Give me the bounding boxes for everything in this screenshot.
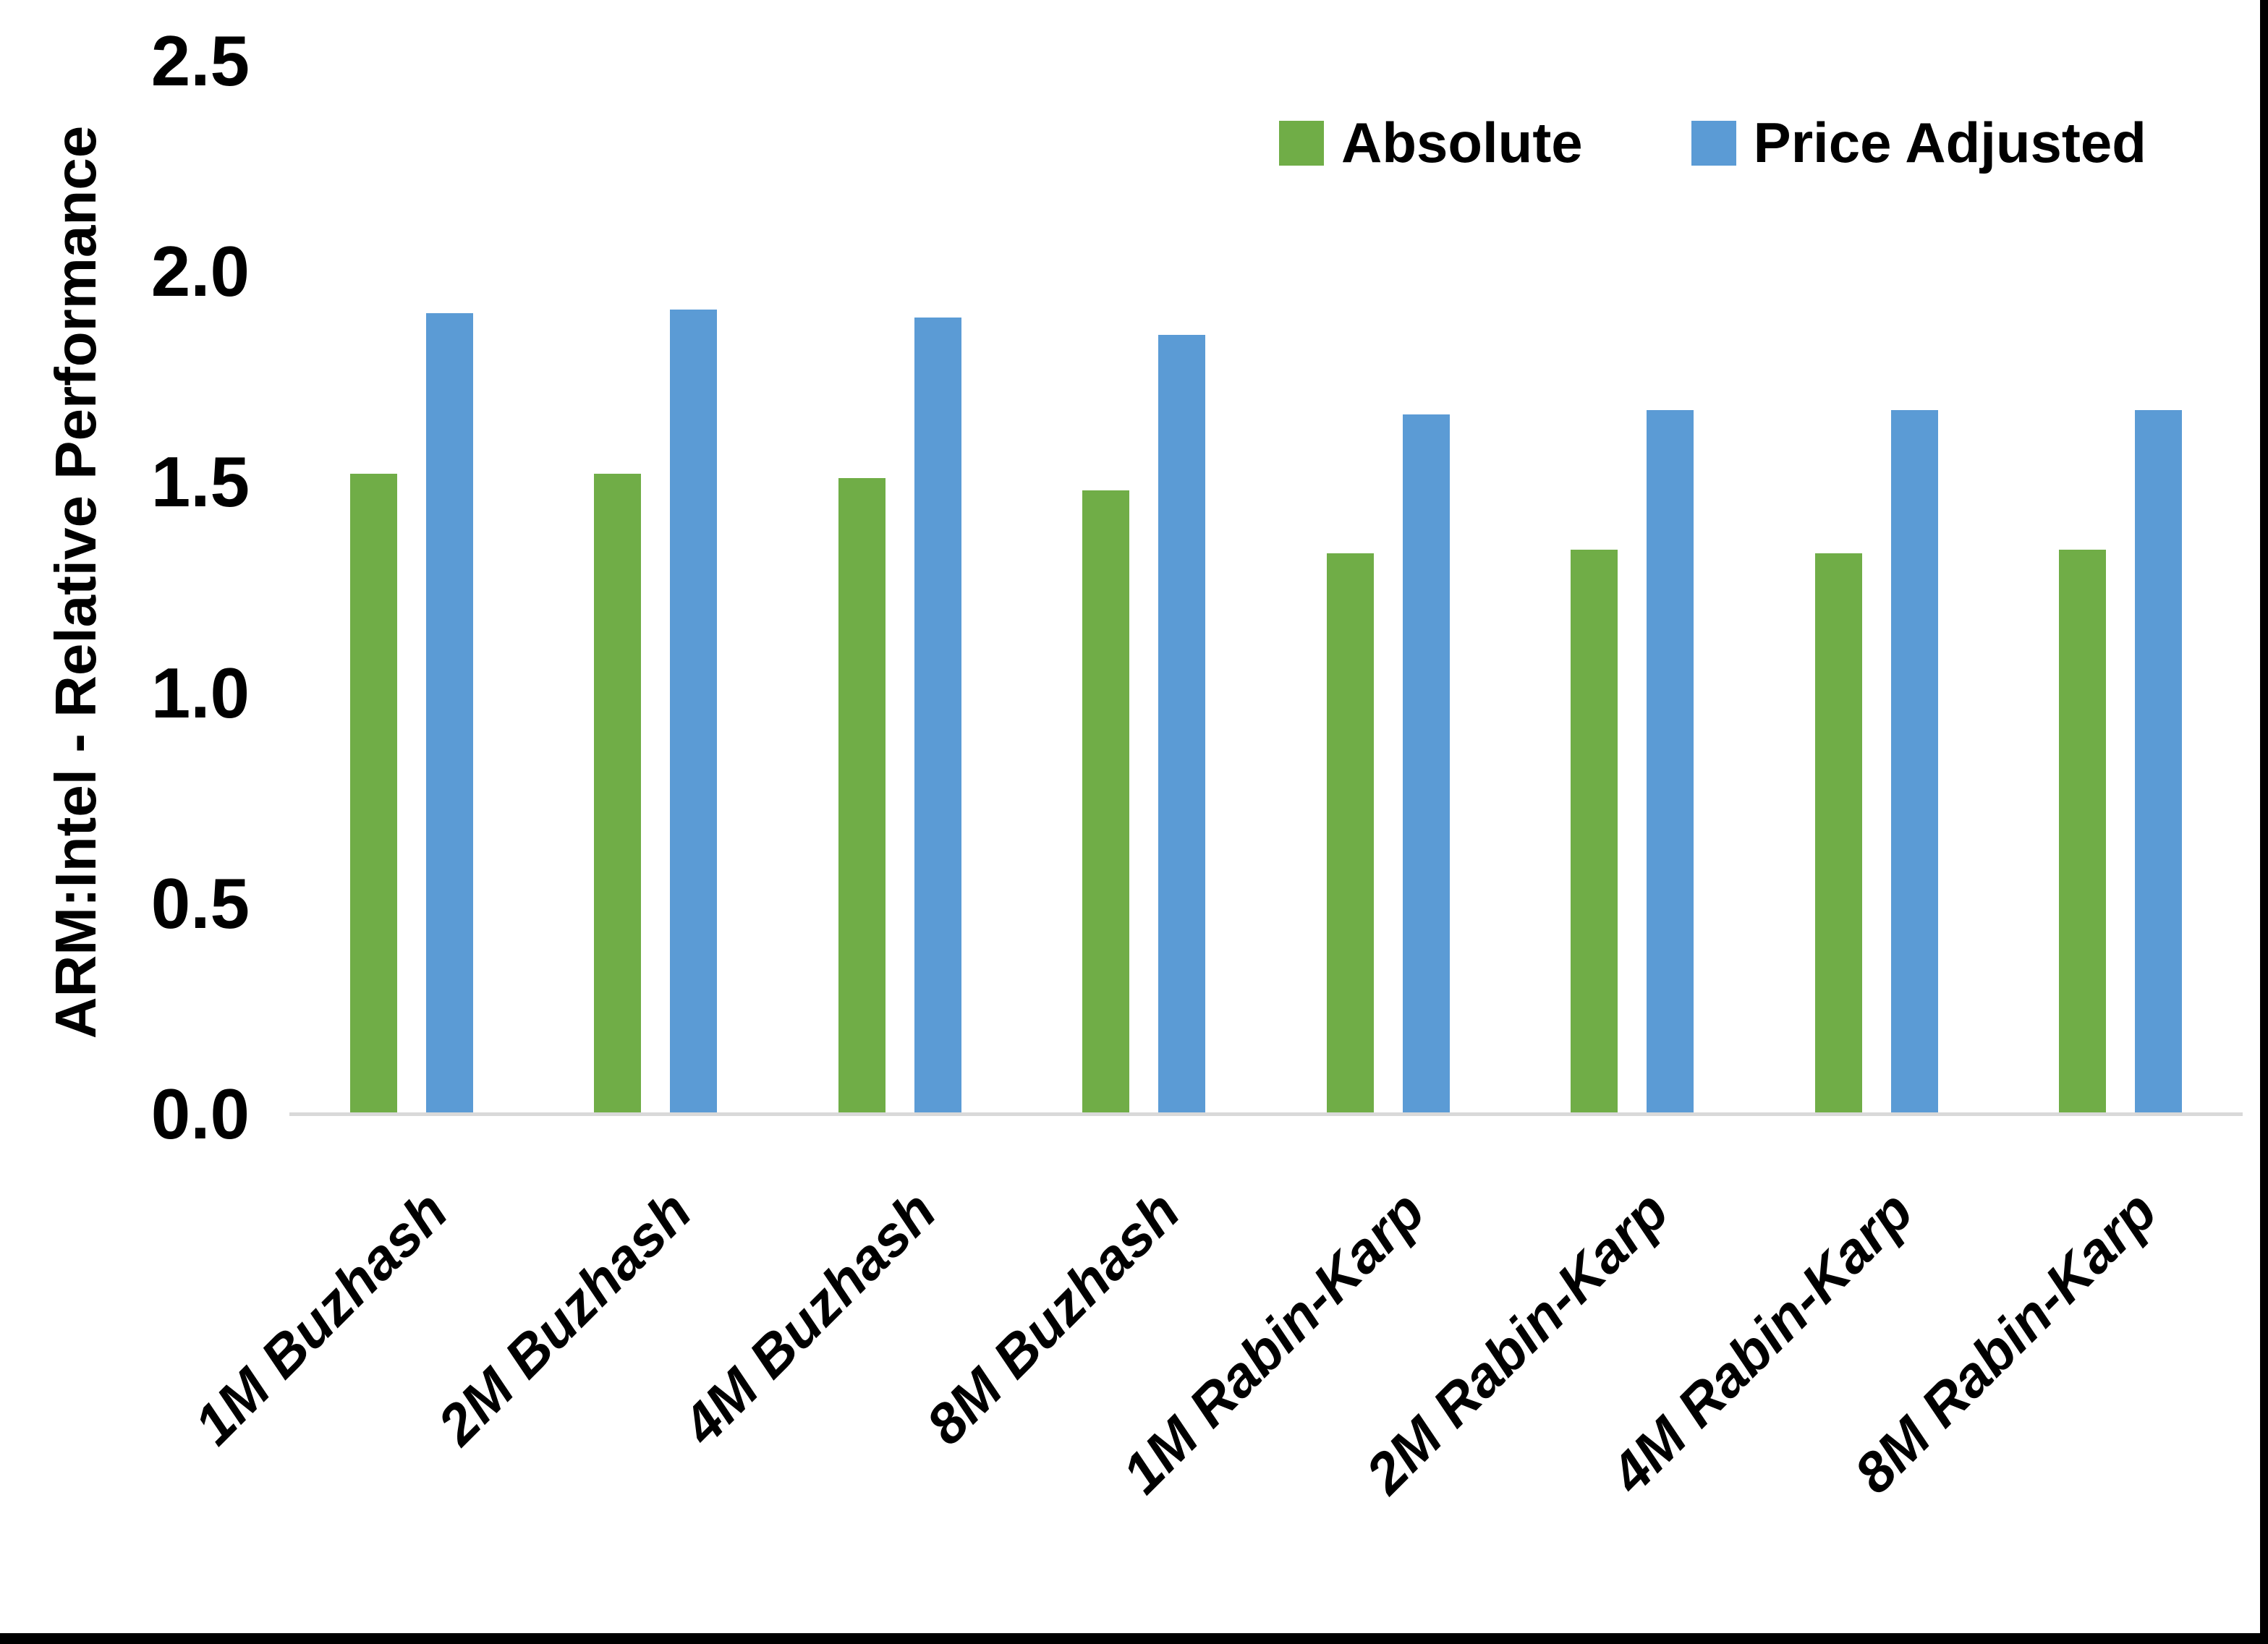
bar-price-adjusted — [2135, 410, 2182, 1114]
bar-price-adjusted — [1647, 410, 1694, 1114]
y-tick-label: 2.0 — [150, 231, 250, 312]
legend: Absolute Price Adjusted — [1279, 110, 2146, 176]
legend-item-price-adjusted: Price Adjusted — [1691, 110, 2146, 176]
y-tick-label: 1.0 — [150, 652, 250, 733]
x-axis-label: 4M Buzhash — [670, 1178, 948, 1457]
x-axis-line — [289, 1112, 2243, 1116]
legend-label: Price Adjusted — [1753, 111, 2146, 174]
bar-price-adjusted — [1158, 335, 1205, 1114]
bar-price-adjusted — [1891, 410, 1938, 1114]
y-tick-label: 2.5 — [150, 21, 250, 101]
y-tick-label: 0.5 — [150, 863, 250, 943]
bar-price-adjusted — [1403, 414, 1450, 1114]
bar-price-adjusted — [426, 313, 473, 1114]
y-tick-label: 0.0 — [150, 1074, 250, 1154]
bar-absolute — [1815, 553, 1862, 1114]
legend-swatch-icon — [1691, 120, 1736, 166]
y-tick-label: 1.5 — [150, 442, 250, 522]
bar-absolute — [1082, 490, 1129, 1114]
bar-absolute — [1571, 550, 1618, 1114]
legend-swatch-icon — [1279, 120, 1324, 166]
x-axis-label: 2M Buzhash — [425, 1178, 704, 1457]
bar-absolute — [350, 474, 397, 1114]
bar-price-adjusted — [670, 310, 717, 1114]
bar-absolute — [2059, 550, 2106, 1114]
x-axis-label: 8M Buzhash — [914, 1178, 1192, 1457]
bar-absolute — [594, 474, 641, 1114]
legend-item-absolute: Absolute — [1279, 110, 1583, 176]
bar-price-adjusted — [914, 318, 961, 1114]
x-axis-label: 1M Buzhash — [182, 1178, 460, 1457]
bar-absolute — [1327, 553, 1374, 1114]
legend-label: Absolute — [1341, 111, 1583, 174]
window-bottom-border — [0, 1633, 2268, 1644]
window-right-border — [2260, 0, 2268, 1644]
bar-absolute — [838, 478, 885, 1114]
